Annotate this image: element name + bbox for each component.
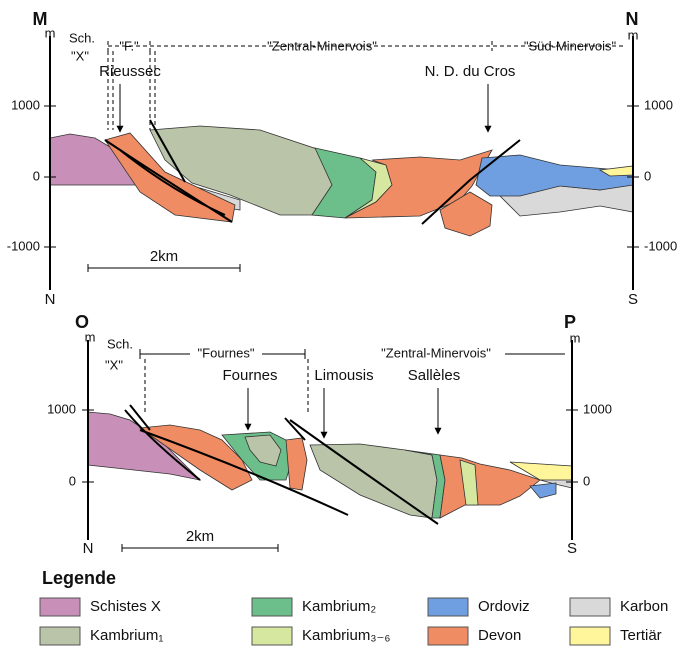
legend-swatch	[40, 598, 80, 616]
legend-label: Kambrium₃₋₆	[302, 627, 390, 644]
legend-label: Schistes X	[90, 598, 161, 615]
tick-label: 0	[33, 168, 40, 183]
legend: Legende Schistes X Kambrium₁ Kambrium₂ K…	[40, 568, 668, 645]
section-1: M m N m 1000 0 -1000 1000 0 -1000 Sch. "…	[7, 9, 678, 308]
place-label: Fournes	[222, 367, 277, 384]
page: {"sections": [ {"start_label": "M", "sta…	[0, 0, 683, 650]
legend-swatch	[252, 598, 292, 616]
section-label: N	[626, 9, 639, 29]
scale-label: 2km	[186, 528, 214, 545]
tick-label: -1000	[644, 238, 677, 253]
tick-label: 1000	[11, 97, 40, 112]
zone-label: "Zentral-Minervois"	[267, 38, 377, 53]
unit-ordoviz	[530, 483, 556, 498]
legend-label: Karbon	[620, 598, 668, 615]
legend-swatch	[570, 627, 610, 645]
place-label: Rieussec	[99, 63, 161, 80]
zone-label: "Süd-Minervois"	[524, 38, 617, 53]
zone-label: "X"	[105, 357, 123, 372]
place-label: Limousis	[314, 367, 373, 384]
tick-label: 1000	[47, 401, 76, 416]
legend-label: Kambrium₁	[90, 627, 163, 644]
legend-title: Legende	[42, 568, 116, 588]
direction-label: S	[567, 540, 577, 557]
unit-label: m	[85, 329, 96, 344]
direction-label: S	[628, 291, 638, 308]
legend-swatch	[40, 627, 80, 645]
tick-label: 0	[583, 473, 590, 488]
tick-label: 1000	[644, 97, 673, 112]
tick-label: 0	[644, 168, 651, 183]
legend-label: Devon	[478, 627, 521, 644]
legend-swatch	[428, 598, 468, 616]
legend-swatch	[570, 598, 610, 616]
unit-label: m	[45, 25, 56, 40]
section-label: P	[564, 312, 576, 332]
unit-devon	[286, 438, 307, 490]
zone-label: "X"	[71, 48, 89, 63]
place-label: Sallèles	[408, 367, 461, 384]
section-2: O m P m 1000 0 1000 0 Sch. "X" "Fournes"…	[47, 312, 612, 557]
legend-label: Tertiär	[620, 627, 662, 644]
place-label: N. D. du Cros	[425, 63, 516, 80]
zone-label: Sch.	[107, 336, 133, 351]
legend-label: Ordoviz	[478, 598, 530, 615]
cross-sections: M m N m 1000 0 -1000 1000 0 -1000 Sch. "…	[0, 0, 683, 650]
unit-label: m	[570, 330, 581, 345]
tick-label: 1000	[583, 401, 612, 416]
zone-label: "Fournes"	[198, 345, 255, 360]
legend-swatch	[428, 627, 468, 645]
unit-label: m	[628, 27, 639, 42]
tick-label: 0	[69, 473, 76, 488]
direction-label: N	[83, 540, 94, 557]
zone-label: Sch.	[69, 30, 95, 45]
zone-label: "F."	[119, 38, 139, 53]
legend-swatch	[252, 627, 292, 645]
tick-label: -1000	[7, 238, 40, 253]
zone-bracket	[108, 41, 625, 130]
scale-label: 2km	[150, 248, 178, 265]
direction-label: N	[45, 291, 56, 308]
legend-label: Kambrium₂	[302, 598, 376, 615]
zone-label: "Zentral-Minervois"	[381, 345, 491, 360]
